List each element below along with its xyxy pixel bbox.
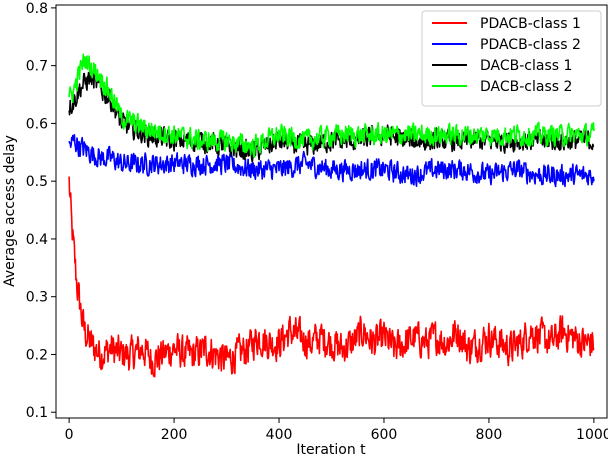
series-line-1 bbox=[68, 176, 595, 378]
y-tick-label: 0.2 bbox=[26, 347, 48, 363]
series-line-2 bbox=[68, 134, 595, 188]
y-tick-label: 0.4 bbox=[26, 232, 48, 248]
y-tick-label: 0.6 bbox=[26, 116, 48, 132]
legend: PDACB-class 1 PDACB-class 2 DACB-class 1 DA… bbox=[421, 10, 602, 107]
x-tick-label: 400 bbox=[266, 427, 293, 443]
x-axis-label: Iteration t bbox=[296, 442, 366, 458]
legend-label-3: DACB-class 1 bbox=[480, 58, 572, 74]
y-tick-label: 0.3 bbox=[26, 290, 48, 306]
x-tick-label: 600 bbox=[371, 427, 398, 443]
x-tick-label: 0 bbox=[65, 427, 74, 443]
y-axis: 0.1 0.2 0.3 0.4 0.5 0.6 0.7 0.8 bbox=[26, 1, 56, 421]
legend-label-2: PDACB-class 2 bbox=[480, 37, 581, 53]
x-tick-label: 800 bbox=[476, 427, 503, 443]
plot-frame bbox=[55, 4, 608, 419]
y-tick-label: 0.7 bbox=[26, 59, 48, 75]
y-tick-label: 0.5 bbox=[26, 174, 48, 190]
x-tick-label: 200 bbox=[161, 427, 188, 443]
y-tick-label: 0.8 bbox=[26, 1, 48, 17]
series-line-4 bbox=[68, 53, 595, 158]
y-axis-label: Average access delay bbox=[2, 135, 18, 287]
legend-label-1: PDACB-class 1 bbox=[480, 16, 581, 32]
legend-label-4: DACB-class 2 bbox=[480, 79, 572, 95]
legend-box bbox=[421, 10, 602, 107]
series-layer bbox=[68, 53, 595, 378]
x-axis: 0 200 400 600 800 1000 bbox=[65, 418, 608, 443]
y-tick-label: 0.1 bbox=[26, 405, 48, 421]
x-tick-label: 1000 bbox=[576, 427, 608, 443]
